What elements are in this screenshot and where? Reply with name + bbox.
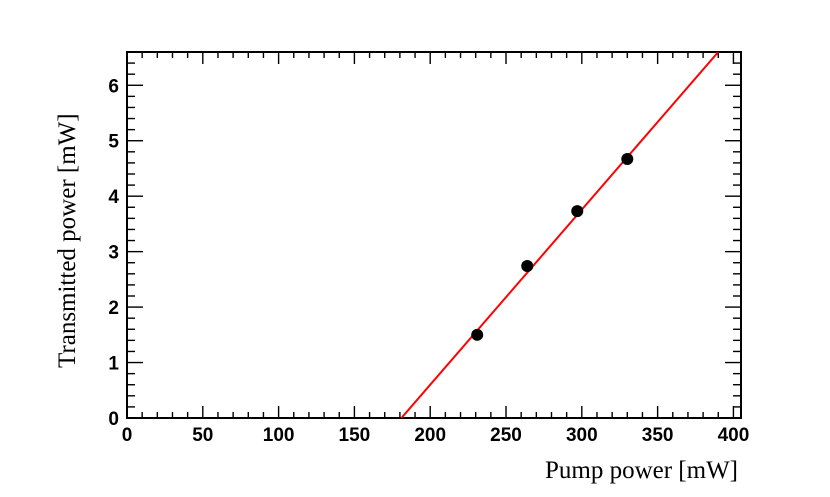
y-tick-label: 0 [108, 409, 119, 430]
x-axis-tick-labels: 0 50 100 150 200 250 300 350 400 [122, 425, 750, 446]
x-tick-label: 150 [339, 425, 371, 446]
fit-line [400, 52, 720, 418]
x-tick-label: 400 [718, 425, 750, 446]
x-tick-label: 50 [192, 425, 213, 446]
x-tick-label: 0 [122, 425, 133, 446]
y-tick-label: 6 [108, 76, 119, 97]
y-axis-ticks [127, 51, 741, 419]
x-tick-label: 200 [414, 425, 446, 446]
y-axis-title: Transmitted power [mW] [54, 113, 81, 368]
data-point [571, 205, 584, 218]
x-tick-label: 250 [490, 425, 522, 446]
y-tick-label: 3 [108, 243, 119, 264]
series-layer [400, 52, 720, 418]
x-tick-label: 100 [263, 425, 295, 446]
data-point [621, 153, 634, 166]
x-axis-title: Pump power [mW] [545, 457, 738, 484]
x-axis-ticks [126, 52, 735, 418]
data-point [471, 328, 484, 341]
plot-frame [126, 51, 742, 419]
y-tick-label: 1 [108, 354, 119, 375]
data-point [521, 260, 534, 273]
y-tick-label: 4 [108, 187, 119, 208]
x-tick-label: 300 [566, 425, 598, 446]
y-axis-tick-labels: 0 1 2 3 4 5 6 [108, 76, 119, 430]
y-tick-label: 5 [108, 132, 119, 153]
x-tick-label: 350 [642, 425, 674, 446]
y-tick-label: 2 [108, 298, 119, 319]
